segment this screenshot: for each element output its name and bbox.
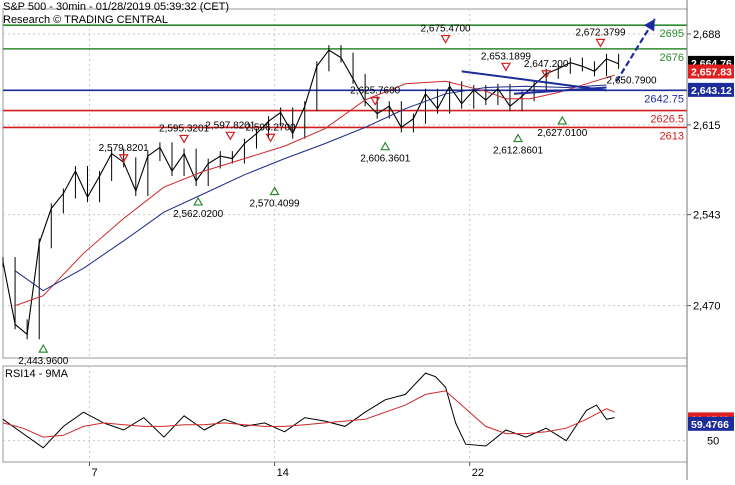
projection-arrow-head xyxy=(643,18,655,32)
projection-arrow-shaft xyxy=(615,18,656,82)
pivot-high-marker xyxy=(225,131,236,141)
pivot-low-label: 2,562.0200 xyxy=(173,209,223,220)
pivot-high-label: 2,672.3799 xyxy=(575,27,625,38)
y-tick-label: 2,688 xyxy=(693,29,721,41)
triangle-upper-line xyxy=(461,70,607,92)
series-ma_fast xyxy=(14,74,615,307)
pivot-low-label: 2,606.3601 xyxy=(360,154,410,165)
pivot-low-marker xyxy=(269,186,280,196)
pivot-low-marker xyxy=(557,115,568,125)
pivot-low-marker xyxy=(380,141,391,151)
pivot-high-marker xyxy=(265,133,276,143)
price-tag-box xyxy=(688,64,734,79)
level-label: 2695 xyxy=(660,28,684,40)
pivot-low-marker xyxy=(512,133,524,143)
level-label: 2613 xyxy=(660,130,684,142)
y-tick-label: 2,543 xyxy=(693,210,721,222)
pivot-high-marker xyxy=(370,96,381,106)
chart-subtitle: Research © TRADING CENTRAL xyxy=(3,14,168,26)
rsi-title: RSI14 - 9MA xyxy=(5,368,69,380)
series-price xyxy=(2,49,619,336)
rsi-tick-label: 50 xyxy=(707,436,719,448)
pivot-low-label: 2,570.4099 xyxy=(250,198,300,209)
grid-layer xyxy=(2,8,688,463)
pivot-high-marker xyxy=(118,154,129,163)
level-label: 2626.5 xyxy=(650,114,684,126)
levels-layer: 2695 2676 2642.75 2626.5 2613 xyxy=(3,24,687,142)
level-label: 2642.75 xyxy=(644,93,684,105)
pivot-low-label: 2,612.8601 xyxy=(493,146,543,157)
rsi-series-rsi_ma xyxy=(2,390,615,438)
pivot-low-marker xyxy=(193,196,204,206)
series-ma_slow xyxy=(14,84,607,292)
rsi-series-rsi xyxy=(2,372,615,449)
price-tag-label: 2,643.12 xyxy=(691,85,732,97)
pivot-high-label: 2,595.3201 xyxy=(159,123,209,134)
pivot-high-label: 2,596.2700 xyxy=(246,122,296,133)
pivot-high-label: 2,625.7600 xyxy=(350,86,400,97)
triangle-lower-line xyxy=(513,86,607,95)
x-tick-label: 7 xyxy=(92,467,98,479)
pivot-high-marker xyxy=(440,34,451,44)
pivot-high-marker xyxy=(595,38,606,48)
pivot-low-marker xyxy=(38,343,49,353)
pivot-high-label: 2,597.8201 xyxy=(205,120,255,131)
y-tick-label: 2,615 xyxy=(693,120,721,132)
pivot-high-label: 2,653.1899 xyxy=(481,51,531,62)
pivot-high-label: 2,647.200 xyxy=(524,59,569,70)
series-layer xyxy=(2,45,620,340)
annotations-layer: 2,443.9600 2,579.8201 2,595.32012,597.8201… xyxy=(18,18,657,367)
pivot-high-marker xyxy=(179,134,190,144)
level-label: 2676 xyxy=(660,52,684,64)
rsi-tag-label: 59.4766 xyxy=(691,419,729,431)
pivot-low-label: 2,443.9600 xyxy=(18,356,68,367)
rsi-tag-box xyxy=(688,416,734,431)
x-tick-label: 22 xyxy=(472,467,484,479)
y-tick-label: 2,470 xyxy=(693,301,721,313)
pivot-high-label: 2,675.4700 xyxy=(421,24,471,35)
price-tag-label: 2,657.83 xyxy=(691,67,732,79)
pivot-high-marker xyxy=(500,62,511,72)
price-tag-box xyxy=(688,82,734,97)
x-tick-label: 14 xyxy=(277,467,289,479)
chart-title: S&P 500 - 30min - 01/28/2019 05:39:32 (C… xyxy=(3,1,230,13)
pivot-low-label: 2,627.0100 xyxy=(537,128,587,139)
rsi-panel: RSI14 - 9MA5061.974259.4766 xyxy=(2,368,734,449)
price-label: 2,650.7900 xyxy=(607,75,657,86)
pivot-high-label: 2,579.8201 xyxy=(99,143,149,154)
pivot-high-marker xyxy=(541,70,552,79)
